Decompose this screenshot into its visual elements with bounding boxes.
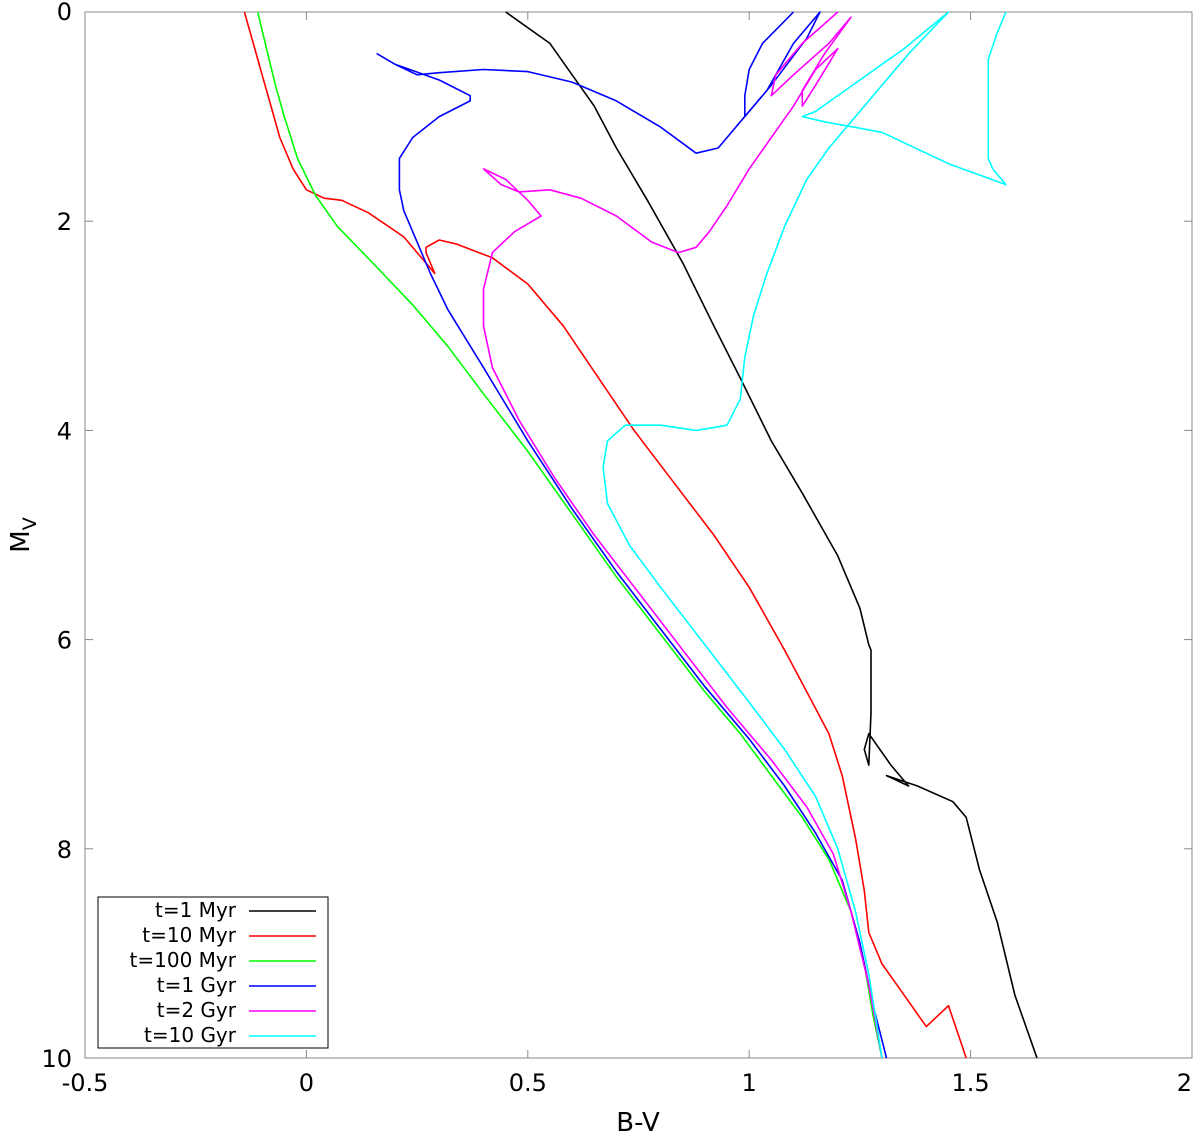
y-axis-ticks: 0 2 4 6 8 10 bbox=[41, 0, 1192, 1073]
x-tick-label: 1.5 bbox=[952, 1069, 990, 1097]
y-tick-label: 2 bbox=[57, 208, 72, 236]
y-axis-title-main: M bbox=[6, 530, 36, 552]
svg-text:MV: MV bbox=[6, 517, 41, 552]
legend-entry-label: t=2 Gyr bbox=[157, 998, 237, 1022]
x-axis-title: B-V bbox=[616, 1108, 660, 1135]
y-axis-title-sub: V bbox=[19, 517, 41, 530]
legend-box bbox=[97, 896, 329, 1049]
x-tick-label: -0.5 bbox=[62, 1069, 109, 1097]
x-tick-label: 0.5 bbox=[509, 1069, 547, 1097]
series-line-1 bbox=[505, 11, 1038, 1059]
legend-entry-label: t=10 Gyr bbox=[144, 1023, 237, 1047]
x-tick-label: 0 bbox=[299, 1069, 314, 1097]
y-tick-label: 10 bbox=[41, 1045, 72, 1073]
series-line-2 bbox=[243, 11, 967, 1059]
x-axis-ticks: -0.5 0 0.5 1 1.5 2 bbox=[62, 12, 1193, 1097]
series-line-5 bbox=[482, 11, 883, 1059]
y-tick-label: 4 bbox=[57, 417, 72, 445]
y-axis-title: MV bbox=[6, 517, 41, 552]
y-tick-label: 0 bbox=[57, 0, 72, 26]
series-line-3 bbox=[256, 11, 883, 1059]
legend-entry-label: t=10 Myr bbox=[142, 923, 236, 947]
legend-entry-label: t=1 Gyr bbox=[157, 973, 237, 997]
x-tick-label: 2 bbox=[1177, 1069, 1192, 1097]
series-layer bbox=[243, 11, 1038, 1059]
legend-entry-label: t=1 Myr bbox=[155, 898, 237, 922]
series-line-6 bbox=[602, 11, 1007, 1059]
y-tick-label: 8 bbox=[57, 836, 72, 864]
x-tick-label: 1 bbox=[742, 1069, 757, 1097]
y-tick-label: 6 bbox=[57, 627, 72, 655]
legend-entry-label: t=100 Myr bbox=[130, 948, 237, 972]
series-line-4 bbox=[376, 11, 888, 1059]
